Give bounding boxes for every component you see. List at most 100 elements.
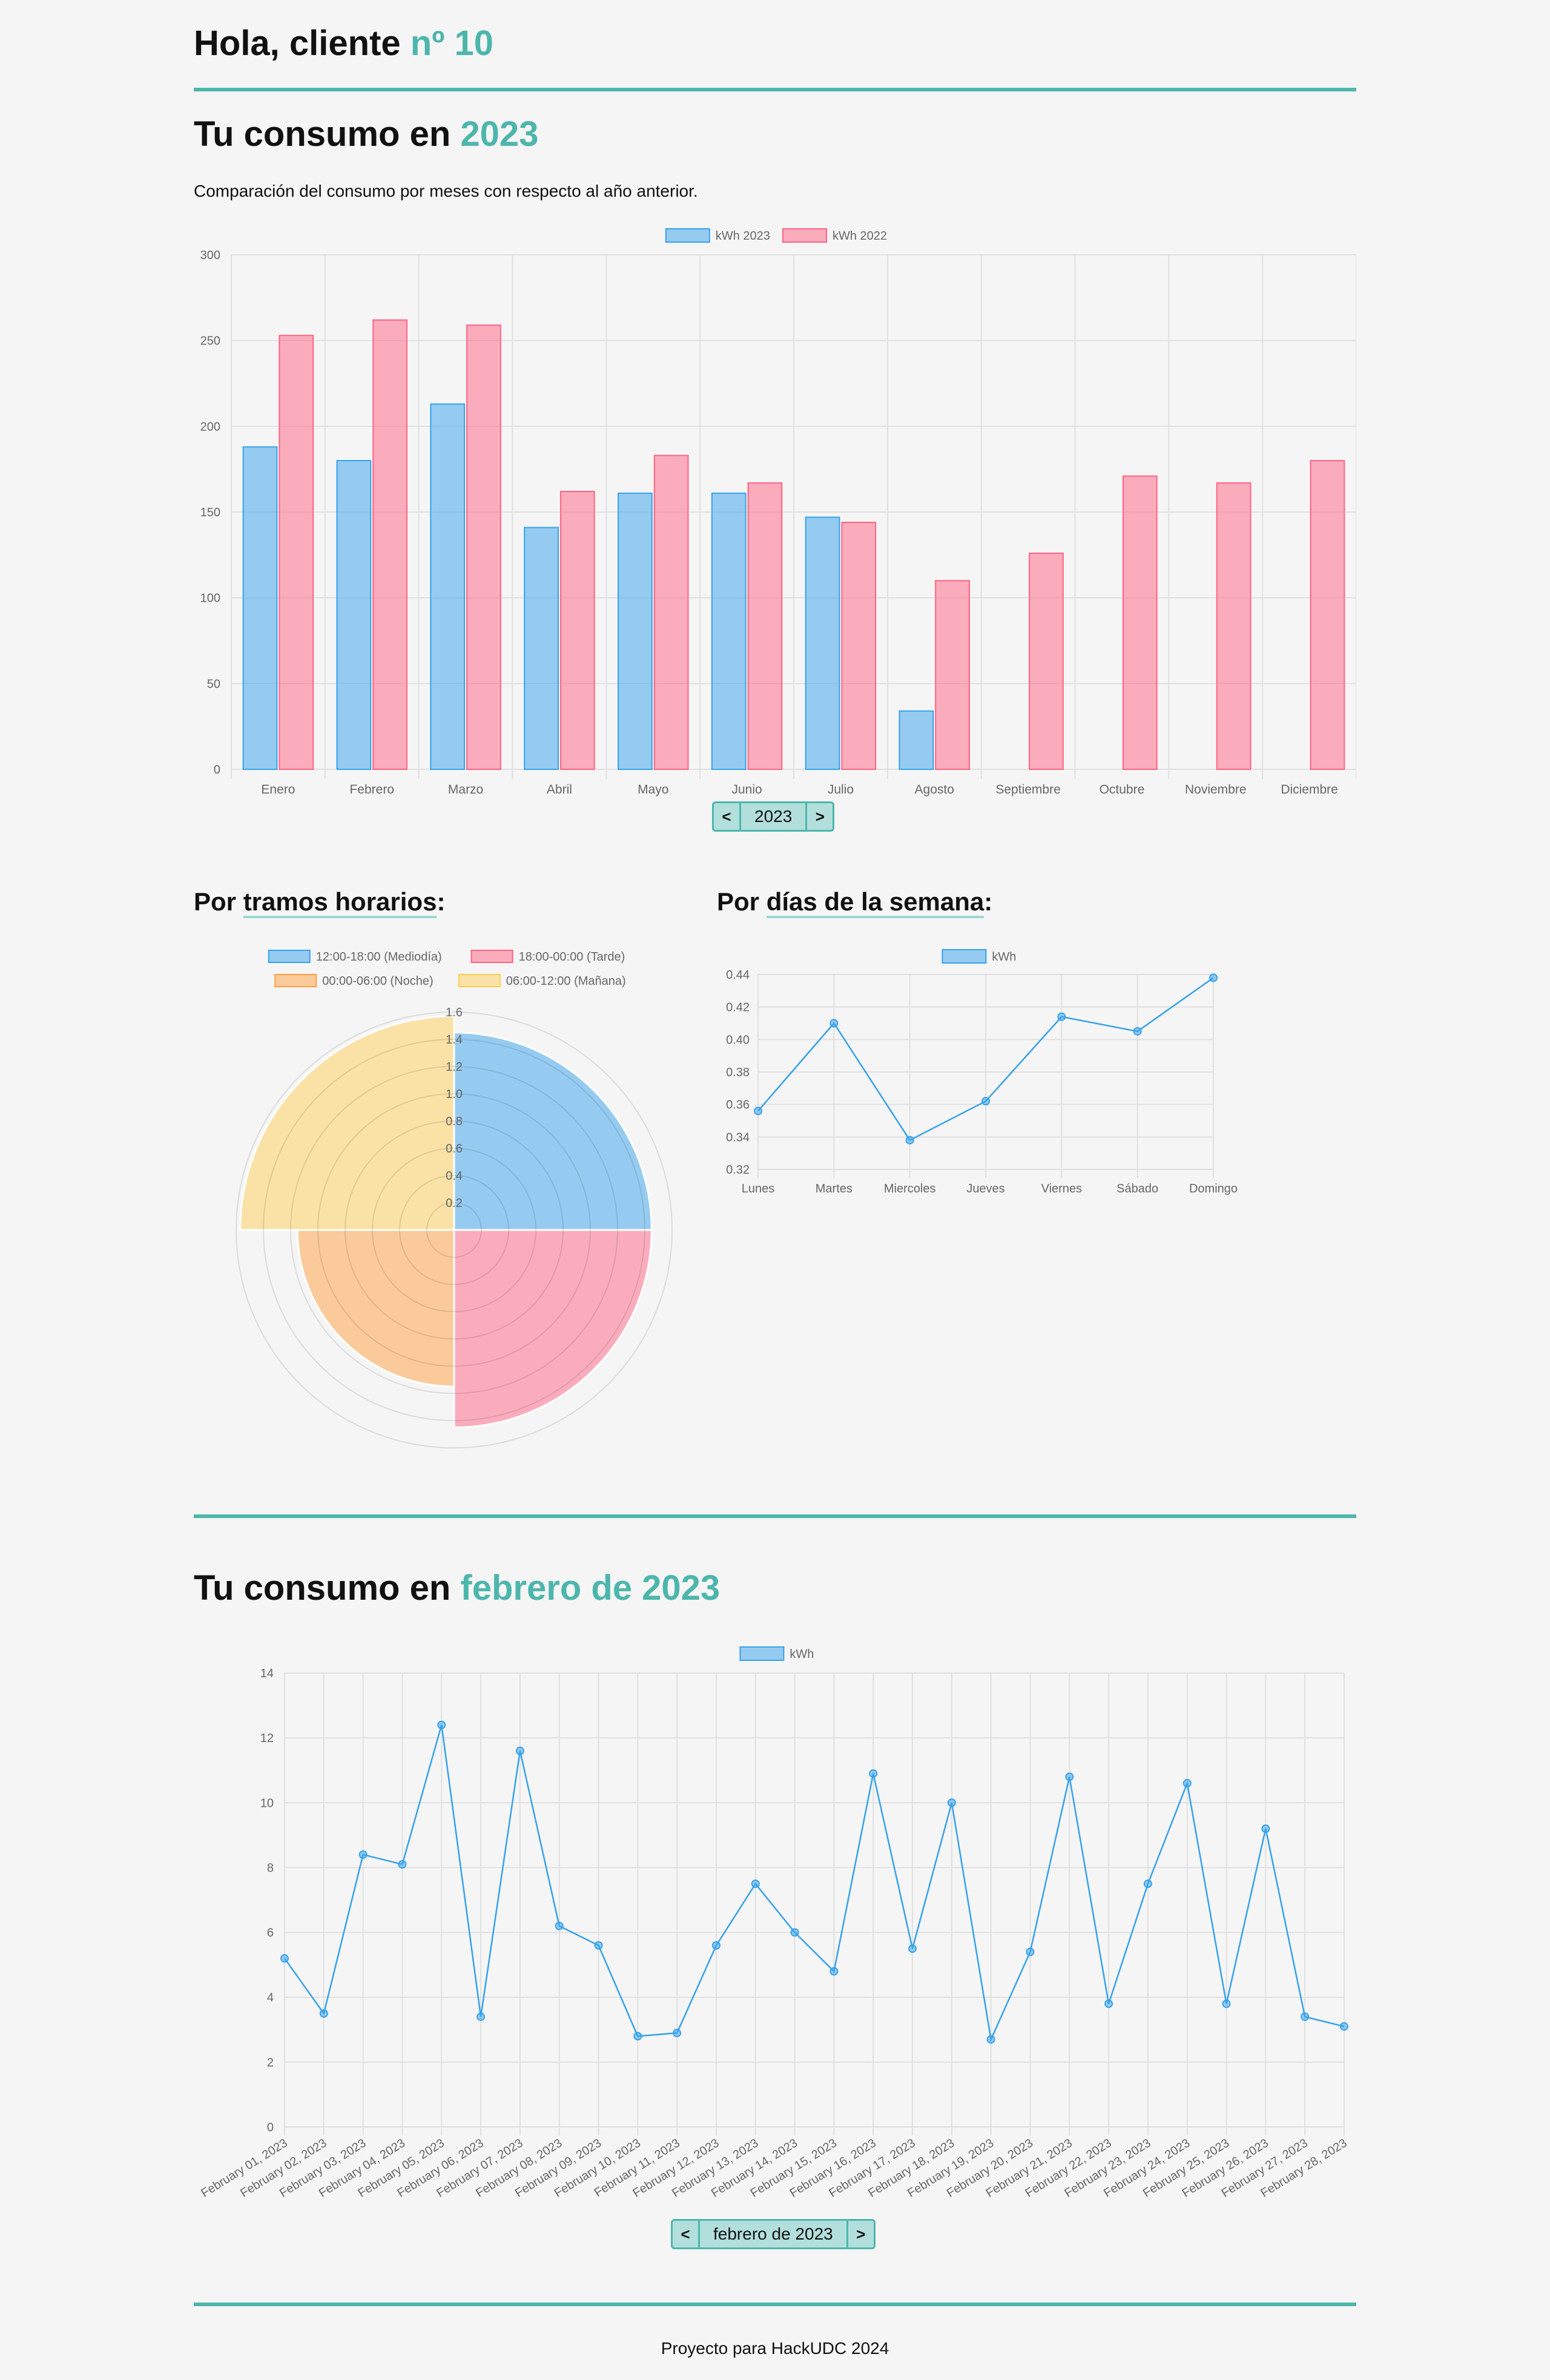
bar: [336, 460, 372, 770]
legend-label: kWh: [790, 1648, 814, 1661]
data-point: [1182, 1779, 1192, 1788]
weekday-line-chart: kWh 0.32 0.34 0.36 0.38 0.40 0.42 0.44 Lunes Mart…: [726, 949, 1238, 1195]
prev-month-button[interactable]: <: [681, 2224, 690, 2243]
bar: [805, 516, 840, 770]
bar: [899, 710, 934, 771]
bar: [1216, 482, 1252, 770]
bar: [524, 527, 559, 770]
r-tick-label: 0.6: [446, 1142, 463, 1155]
footer-text: Proyecto para HackUDC 2024: [661, 2339, 889, 2358]
data-point: [829, 1019, 839, 1028]
data-point: [829, 1967, 839, 1976]
dias-title-main: días de la semana: [766, 887, 984, 918]
grid-circle: [263, 1039, 645, 1421]
x-tick-label: Abril: [547, 783, 572, 797]
month-pager: < febrero de 2023 >: [671, 2219, 876, 2249]
bar: [1029, 553, 1064, 770]
y-tick-label: 2: [267, 2056, 274, 2069]
y-tick-label: 300: [200, 249, 220, 262]
data-point: [358, 1850, 368, 1859]
data-point: [280, 1954, 289, 1963]
data-point: [947, 1798, 956, 1807]
prev-year-button[interactable]: <: [722, 807, 731, 826]
polar-sector: [296, 1229, 455, 1388]
polar-sector: [239, 1015, 455, 1231]
monthly-title: Tu consumo en febrero de 2023: [194, 1568, 720, 1608]
data-point: [319, 2009, 328, 2018]
bar: [653, 455, 689, 770]
bar: [242, 446, 278, 771]
x-tick-label: Martes: [816, 1182, 852, 1195]
grid-circle: [399, 1175, 509, 1285]
legend-swatch: [782, 228, 827, 243]
dias-title: Por días de la semana:: [717, 887, 993, 918]
y-tick-label: 0.44: [726, 968, 750, 982]
data-point: [437, 1720, 446, 1729]
y-tick-label: 4: [267, 1991, 274, 2005]
legend-label: kWh 2022: [833, 229, 887, 243]
data-point: [905, 1136, 914, 1145]
bar: [1122, 475, 1158, 770]
data-point: [515, 1746, 524, 1755]
legend-swatch: [739, 1646, 785, 1661]
x-tick-label: Octubre: [1100, 783, 1145, 797]
y-tick-label: 0.38: [726, 1066, 750, 1079]
data-point: [477, 2012, 486, 2021]
bar: [279, 335, 314, 770]
legend-swatch: [942, 949, 987, 964]
bar: [372, 319, 407, 770]
legend-swatch: [274, 974, 317, 987]
monthly-period: febrero de 2023: [460, 1568, 721, 1608]
data-point: [673, 2028, 682, 2037]
y-tick-label: 0.34: [726, 1131, 750, 1144]
data-point: [986, 2035, 995, 2044]
dias-title-prefix: Por: [717, 887, 767, 916]
data-point: [1065, 1772, 1074, 1781]
yearly-title: Tu consumo en 2023: [194, 114, 538, 154]
dias-title-suffix: :: [984, 887, 993, 916]
r-tick-label: 1.2: [446, 1060, 463, 1074]
data-point: [751, 1879, 760, 1889]
x-tick-label: Diciembre: [1281, 783, 1338, 797]
greeting-title: Hola, cliente nº 10: [194, 23, 493, 64]
x-tick-label: Junio: [731, 783, 762, 797]
r-tick-label: 1.6: [446, 1006, 463, 1019]
legend-label: 00:00-06:00 (Noche): [322, 975, 433, 988]
legend-swatch: [458, 974, 501, 987]
x-tick-label: Febrero: [349, 783, 394, 797]
x-tick-label: Enero: [261, 783, 295, 797]
data-point: [1133, 1027, 1142, 1036]
grid-circle: [372, 1148, 536, 1312]
data-point: [398, 1860, 407, 1869]
data-point: [1026, 1947, 1035, 1956]
x-tick-label: Sábado: [1116, 1182, 1158, 1195]
x-tick-label: Julio: [828, 783, 854, 797]
legend-label: 12:00-18:00 (Mediodía): [316, 950, 442, 964]
r-tick-label: 1.0: [446, 1088, 463, 1101]
bar: [559, 491, 595, 770]
grid-circle: [317, 1093, 591, 1367]
data-point: [869, 1769, 878, 1778]
r-tick-label: 0.4: [446, 1169, 463, 1183]
y-tick-label: 100: [200, 592, 220, 605]
tramos-title-prefix: Por: [194, 887, 243, 916]
data-point: [594, 1941, 603, 1950]
x-tick-label: Agosto: [915, 783, 954, 797]
next-month-button[interactable]: >: [856, 2224, 866, 2243]
polar-sector: [453, 1229, 653, 1428]
legend-swatch: [665, 228, 710, 243]
y-tick-label: 0: [214, 763, 220, 777]
next-year-button[interactable]: >: [815, 807, 825, 826]
x-tick-label: Marzo: [448, 783, 483, 797]
yearly-title-prefix: Tu consumo en: [194, 114, 461, 154]
client-number: nº 10: [410, 24, 494, 63]
year-pager-label: 2023: [739, 803, 808, 830]
data-point: [754, 1106, 762, 1116]
y-tick-label: 250: [200, 335, 220, 348]
bar: [466, 324, 501, 770]
data-point: [1143, 1879, 1152, 1889]
data-point: [1104, 1999, 1113, 2008]
legend-swatch: [470, 950, 513, 963]
divider: [194, 1514, 1356, 1518]
